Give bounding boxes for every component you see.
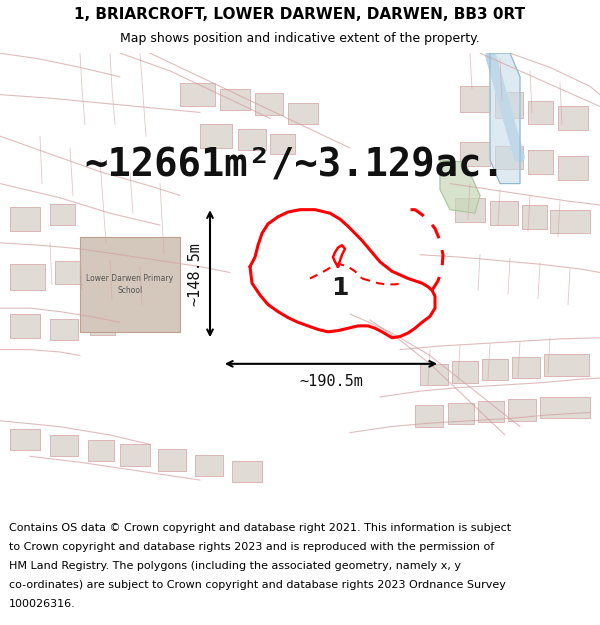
Bar (512, 357, 540, 378)
Bar (10, 314, 40, 338)
Bar (238, 129, 266, 151)
Text: ~190.5m: ~190.5m (299, 374, 363, 389)
Bar (10, 208, 40, 231)
Bar (540, 397, 590, 418)
Bar (100, 257, 128, 279)
Bar (415, 406, 443, 427)
Bar (50, 204, 75, 225)
Bar (544, 354, 589, 376)
Bar (452, 361, 478, 382)
Bar (232, 461, 262, 482)
Bar (80, 237, 180, 332)
Text: ~148.5m: ~148.5m (187, 242, 203, 306)
Bar (522, 205, 547, 229)
Bar (455, 198, 485, 221)
Bar (50, 435, 78, 456)
Text: HM Land Registry. The polygons (including the associated geometry, namely x, y: HM Land Registry. The polygons (includin… (9, 561, 461, 571)
Bar (508, 399, 536, 421)
Text: Map shows position and indicative extent of the property.: Map shows position and indicative extent… (120, 32, 480, 45)
Bar (200, 124, 232, 148)
Text: Lower Darwen Primary
School: Lower Darwen Primary School (86, 274, 173, 295)
Bar (460, 86, 490, 112)
Bar (195, 455, 223, 476)
Bar (120, 444, 150, 466)
Bar (420, 364, 448, 385)
Bar (528, 151, 553, 174)
Bar (220, 89, 250, 110)
Text: 1: 1 (331, 276, 349, 300)
Bar (288, 103, 318, 124)
FancyArrowPatch shape (491, 56, 519, 157)
Bar (448, 403, 474, 424)
Bar (558, 156, 588, 180)
Bar (490, 201, 518, 225)
Bar (558, 106, 588, 130)
Text: ~12661m²/~3.129ac.: ~12661m²/~3.129ac. (85, 147, 505, 185)
Bar (482, 359, 508, 381)
Text: 1, BRIARCROFT, LOWER DARWEN, DARWEN, BB3 0RT: 1, BRIARCROFT, LOWER DARWEN, DARWEN, BB3… (74, 8, 526, 22)
Bar (88, 440, 114, 461)
Bar (528, 101, 553, 124)
Bar (270, 134, 295, 154)
Bar (90, 316, 115, 336)
Bar (180, 82, 215, 106)
Bar (495, 92, 523, 118)
Bar (10, 429, 40, 451)
Bar (255, 94, 283, 115)
Bar (478, 401, 504, 422)
Bar (10, 264, 45, 290)
Bar (50, 319, 78, 340)
Polygon shape (490, 53, 520, 184)
Polygon shape (440, 160, 480, 213)
Bar (550, 209, 590, 233)
Text: co-ordinates) are subject to Crown copyright and database rights 2023 Ordnance S: co-ordinates) are subject to Crown copyr… (9, 580, 506, 590)
Text: 100026316.: 100026316. (9, 599, 76, 609)
Bar (460, 142, 490, 166)
Bar (55, 261, 85, 284)
Bar (495, 146, 523, 169)
Text: to Crown copyright and database rights 2023 and is reproduced with the permissio: to Crown copyright and database rights 2… (9, 542, 494, 552)
Text: Contains OS data © Crown copyright and database right 2021. This information is : Contains OS data © Crown copyright and d… (9, 523, 511, 533)
Bar (158, 449, 186, 471)
